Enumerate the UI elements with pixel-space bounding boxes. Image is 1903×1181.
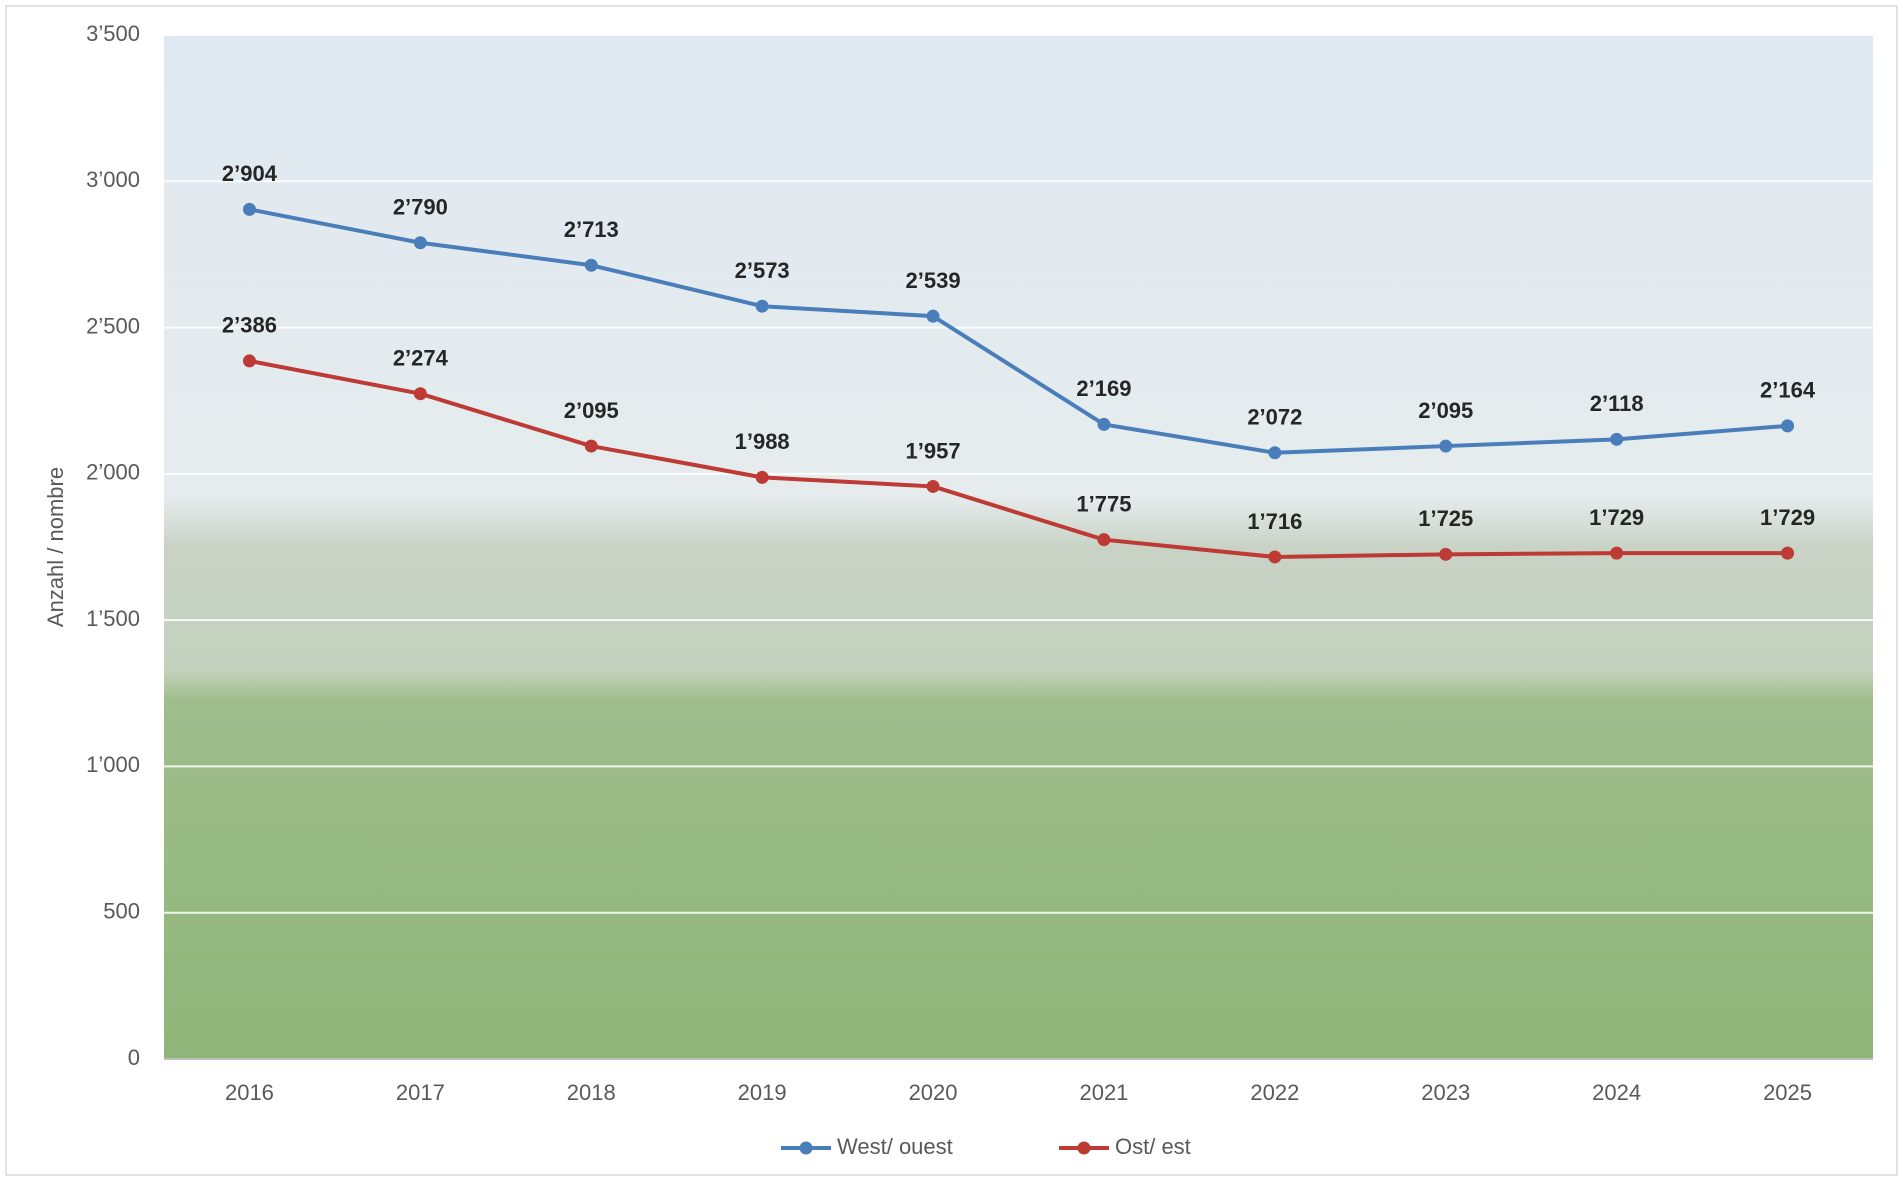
data-point xyxy=(1439,439,1453,453)
data-point xyxy=(926,309,940,323)
data-point xyxy=(1610,432,1624,446)
y-tick-label: 2’000 xyxy=(86,460,140,485)
data-point xyxy=(1610,546,1624,560)
x-tick-label: 2017 xyxy=(396,1080,445,1105)
x-tick-label: 2023 xyxy=(1421,1080,1470,1105)
data-label: 2’095 xyxy=(564,398,619,423)
y-tick-label: 3’500 xyxy=(86,21,140,46)
data-label: 2’713 xyxy=(564,217,619,242)
data-point xyxy=(755,470,769,484)
data-point xyxy=(413,387,427,401)
x-tick-label: 2024 xyxy=(1592,1080,1641,1105)
data-label: 2’539 xyxy=(906,268,961,293)
data-point xyxy=(926,479,940,493)
data-point xyxy=(1268,550,1282,564)
y-axis-label: Anzahl / nombre xyxy=(43,467,68,627)
data-label: 2’904 xyxy=(222,161,278,186)
data-label: 2’169 xyxy=(1076,376,1131,401)
x-tick-label: 2025 xyxy=(1763,1080,1812,1105)
y-tick-label: 0 xyxy=(128,1045,140,1070)
data-label: 1’729 xyxy=(1760,505,1815,530)
data-point xyxy=(1097,533,1111,547)
legend-label: Ost/ est xyxy=(1115,1134,1191,1159)
x-tick-label: 2022 xyxy=(1250,1080,1299,1105)
x-tick-label: 2018 xyxy=(567,1080,616,1105)
data-label: 2’790 xyxy=(393,195,448,220)
y-tick-label: 3’000 xyxy=(86,167,140,192)
data-label: 1’729 xyxy=(1589,505,1644,530)
data-label: 1’725 xyxy=(1418,506,1473,531)
y-tick-label: 1’000 xyxy=(86,752,140,777)
data-point xyxy=(1781,546,1795,560)
data-label: 2’095 xyxy=(1418,398,1473,423)
data-point xyxy=(242,354,256,368)
series-line xyxy=(249,207,1788,455)
legend-symbol-marker xyxy=(1077,1141,1091,1155)
x-tick-label: 2021 xyxy=(1079,1080,1128,1105)
legend-label: West/ ouest xyxy=(837,1134,953,1159)
x-tick-label: 2019 xyxy=(738,1080,787,1105)
data-label: 2’118 xyxy=(1590,391,1644,416)
data-label: 2’573 xyxy=(735,258,790,283)
data-point xyxy=(584,439,598,453)
data-point xyxy=(1439,547,1453,561)
y-tick-label: 500 xyxy=(103,899,140,924)
data-label: 2’164 xyxy=(1760,378,1816,403)
data-point xyxy=(413,236,427,250)
legend-symbol-marker xyxy=(799,1141,813,1155)
data-label: 1’957 xyxy=(906,438,961,463)
data-label: 2’274 xyxy=(393,346,449,371)
data-point xyxy=(755,299,769,313)
data-point xyxy=(1097,417,1111,431)
x-tick-label: 2020 xyxy=(909,1080,958,1105)
plot-background xyxy=(164,35,1873,1059)
series-line xyxy=(249,358,1788,559)
data-point xyxy=(1781,419,1795,433)
data-point xyxy=(584,258,598,272)
y-tick-label: 1’500 xyxy=(86,606,140,631)
data-label: 2’386 xyxy=(222,313,277,338)
data-point xyxy=(242,202,256,216)
data-label: 1’775 xyxy=(1076,491,1131,516)
data-label: 2’072 xyxy=(1247,405,1302,430)
data-label: 1’716 xyxy=(1247,509,1302,534)
y-tick-label: 2’500 xyxy=(86,313,140,338)
data-label: 1’988 xyxy=(735,429,790,454)
x-tick-label: 2016 xyxy=(225,1080,274,1105)
data-point xyxy=(1268,446,1282,460)
